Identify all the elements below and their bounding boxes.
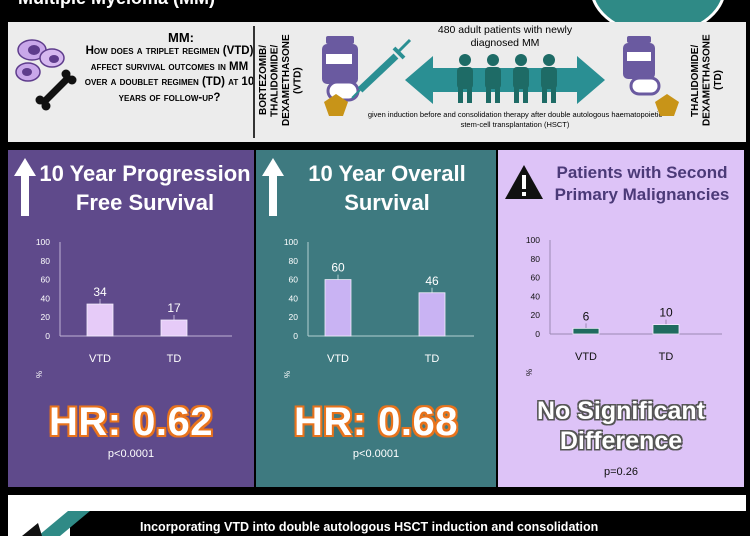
data-label: 46: [425, 274, 439, 288]
spm-p-value: p=0.26: [604, 466, 638, 478]
y-axis-label: %: [35, 371, 44, 378]
pen-icon: [22, 511, 90, 536]
bar-vtd: [324, 279, 352, 337]
x-tick-label: TD: [167, 353, 182, 365]
y-tick-label: 0: [293, 331, 298, 341]
spm-title: Patients with Second Primary Malignancie…: [554, 163, 730, 205]
up-arrow-icon: [262, 158, 284, 216]
bar-td: [160, 319, 188, 337]
y-tick-label: 80: [531, 254, 541, 264]
bar-td: [652, 324, 680, 335]
data-label: 6: [583, 309, 590, 323]
y-tick-label: 20: [531, 310, 541, 320]
y-tick-label: 40: [41, 293, 51, 303]
bone-icon: [35, 69, 77, 111]
pfs-panel: [8, 150, 254, 487]
y-tick-label: 0: [45, 331, 50, 341]
y-tick-label: 100: [284, 237, 298, 247]
data-label: 34: [93, 285, 107, 299]
spm-chart: 0 20 40 60 80 100% 6 VTD 10 TD: [525, 235, 722, 376]
bar-vtd: [86, 303, 114, 337]
up-arrow-icon: [14, 158, 36, 216]
x-tick-label: VTD: [575, 351, 597, 363]
y-tick-label: 0: [535, 329, 540, 339]
spm-panel: [498, 150, 744, 487]
os-hazard-ratio: HR: 0.68: [293, 400, 459, 444]
question-heading: MM:: [168, 30, 194, 45]
title-bar: Multiple Myeloma (MM): [0, 0, 750, 10]
x-tick-label: TD: [659, 351, 674, 363]
pfs-chart: 0 20 40 60 80 100% 34 VTD 17 TD: [35, 237, 232, 378]
syringe-icon: [351, 38, 412, 99]
y-tick-label: 40: [289, 293, 299, 303]
y-tick-label: 20: [289, 312, 299, 322]
divider: [253, 26, 255, 138]
patient-count-text: 480 adult patients with newly diagnosed …: [437, 24, 573, 50]
y-tick-label: 100: [36, 237, 50, 247]
data-label: 60: [331, 261, 345, 275]
treatment-description: given induction before and consolidation…: [367, 110, 663, 129]
x-tick-label: VTD: [327, 353, 349, 365]
pfs-hazard-ratio: HR: 0.62: [48, 400, 214, 444]
os-panel: [256, 150, 496, 487]
patients-arrow-icon: [405, 54, 605, 104]
os-p-value: p<0.0001: [352, 448, 400, 460]
y-tick-label: 60: [41, 275, 51, 285]
pfs-p-value: p<0.0001: [107, 448, 155, 460]
y-tick-label: 40: [531, 291, 541, 301]
research-question: How does a triplet regimen (VTD) affect …: [84, 45, 255, 104]
y-tick-label: 60: [289, 275, 299, 285]
td-regimen-label: THALIDOMIDE/ DEXAMETHASONE (TD): [690, 34, 724, 127]
vtd-drugs-icon: [322, 36, 412, 116]
y-axis-label: %: [525, 369, 534, 376]
data-label: 10: [659, 306, 673, 320]
study-info-panel: [8, 22, 746, 142]
vtd-regimen-label: BORTEZOMIB/ THALIDOMIDE/ DEXAMETHASONE (…: [258, 34, 304, 127]
y-tick-label: 80: [289, 256, 299, 266]
data-label: 17: [167, 301, 181, 315]
pfs-title: 10 Year Progression Free Survival: [39, 161, 251, 215]
warning-icon: [505, 165, 543, 199]
conclusion-banner: [70, 511, 746, 536]
os-title: 10 Year Overall Survival: [308, 161, 466, 215]
y-tick-label: 100: [526, 235, 540, 245]
spm-no-difference: No Significant Difference: [536, 397, 706, 455]
myeloma-cells-icon: [15, 39, 77, 111]
x-tick-label: VTD: [89, 353, 111, 365]
page-title: Multiple Myeloma (MM): [18, 0, 215, 9]
os-chart: 0 20 40 60 80 100% 60 VTD 46 TD: [283, 237, 474, 378]
td-drugs-icon: [623, 36, 679, 116]
y-tick-label: 20: [41, 312, 51, 322]
y-axis-label: %: [283, 371, 292, 378]
y-tick-label: 60: [531, 273, 541, 283]
x-tick-label: TD: [425, 353, 440, 365]
conclusion-text: Incorporating VTD into double autologous…: [140, 520, 599, 534]
y-tick-label: 80: [41, 256, 51, 266]
bar-vtd: [572, 327, 600, 335]
bar-td: [418, 292, 446, 337]
